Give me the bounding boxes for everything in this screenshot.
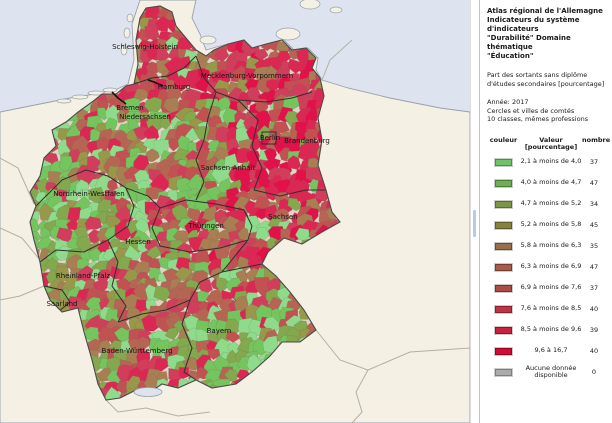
legend-color-swatch <box>495 284 512 292</box>
legend-count: 40 <box>589 305 599 313</box>
lake-constance <box>133 387 163 397</box>
legend-color-swatch <box>495 263 512 271</box>
legend-count: 39 <box>589 326 599 334</box>
legend-count: 47 <box>589 263 599 271</box>
state-label: Bayern <box>207 327 232 335</box>
state-label: Hamburg <box>158 83 190 91</box>
legend-count: 37 <box>589 158 599 166</box>
meta-level: Cercles et villes de comtés <box>487 106 575 115</box>
legend-count: 34 <box>589 200 599 208</box>
panel-title: Atlas régional de l'Allemagne Indicateur… <box>487 7 603 60</box>
map-meta: Année: 2017 Cercles et villes de comtés … <box>487 98 607 124</box>
legend-color-swatch <box>495 347 512 355</box>
legend-value-label: 8,5 à moins de 9,6 <box>520 325 582 334</box>
legend-row: 4,0 à moins de 4,7 47 <box>487 173 607 194</box>
legend-header: couleur Valeur [pourcentage] nombre <box>487 135 611 152</box>
map-panel-gutter <box>470 0 480 423</box>
state-label: Baden-Württemberg <box>101 347 172 355</box>
legend-row: 5,2 à moins de 5,8 45 <box>487 215 607 236</box>
state-label: Brandenburg <box>284 137 330 145</box>
legend-count: 0 <box>591 368 597 376</box>
legend-value-label: 5,2 à moins de 5,8 <box>520 220 582 229</box>
state-label: Niedersachsen <box>119 113 171 121</box>
state-label: Nordrhein-Westfalen <box>53 190 125 198</box>
state-label: Thüringen <box>187 222 224 230</box>
legend-color-swatch <box>495 158 512 166</box>
legend-color-swatch <box>495 305 512 313</box>
legend-row: 5,8 à moins de 6,3 35 <box>487 236 607 257</box>
legend-row: 6,9 à moins de 7,6 37 <box>487 278 607 299</box>
map-scrollbar-thumb[interactable] <box>473 210 476 237</box>
meta-classes: 10 classes, mêmes professions <box>487 115 589 123</box>
indicator-name: Part des sortants sans diplôme d'études … <box>487 71 605 88</box>
legend-color-swatch <box>495 326 512 334</box>
legend-value-label: 6,3 à moins de 6,9 <box>520 262 582 271</box>
legend-value-label: 4,7 à moins de 5,2 <box>520 199 582 208</box>
state-label: Sachsen-Anhalt <box>201 164 256 172</box>
coastal-islands <box>56 0 343 104</box>
germany-map[interactable]: Schleswig-Holstein Mecklenburg-Vorpommern… <box>0 0 470 423</box>
legend-row: 8,5 à moins de 9,6 39 <box>487 320 607 341</box>
legend-row: 7,6 à moins de 8,5 40 <box>487 299 607 320</box>
legend-value-label: 6,9 à moins de 7,6 <box>520 283 582 292</box>
legend-rows: 2,1 à moins de 4,0 37 4,0 à moins de 4,7 47… <box>487 152 607 383</box>
state-borders <box>35 55 326 381</box>
legend-color-swatch <box>495 179 512 187</box>
legend-value-label: 9,6 à 16,7 <box>534 346 568 355</box>
country-borders <box>0 39 470 423</box>
legend-row: 9,6 à 16,7 40 <box>487 341 607 362</box>
legend-value-label: 7,6 à moins de 8,5 <box>520 304 582 313</box>
meta-year: Année: 2017 <box>487 98 529 106</box>
legend-header-count: nombre <box>582 135 611 144</box>
city-leader-lines <box>111 79 164 105</box>
legend-row: 4,7 à moins de 5,2 34 <box>487 194 607 215</box>
state-label: Mecklenburg-Vorpommern <box>201 72 293 80</box>
state-label: Bremen <box>116 104 143 112</box>
legend-color-swatch <box>495 221 512 229</box>
legend-count: 45 <box>589 221 599 229</box>
state-label: Rheinland-Pfalz <box>56 272 111 280</box>
state-labels: Schleswig-Holstein Mecklenburg-Vorpommern… <box>46 43 329 355</box>
info-panel: Atlas régional de l'Allemagne Indicateur… <box>479 0 612 423</box>
legend-count: 40 <box>589 347 599 355</box>
legend-value-label: 4,0 à moins de 4,7 <box>520 178 582 187</box>
legend-value-label: 2,1 à moins de 4,0 <box>520 157 582 166</box>
legend-row: Aucune donnée disponible 0 <box>487 362 607 383</box>
legend-count: 47 <box>589 179 599 187</box>
legend-header-color: couleur <box>489 135 518 144</box>
legend-count: 37 <box>589 284 599 292</box>
state-label: Sachsen <box>268 213 297 221</box>
state-label: Schleswig-Holstein <box>112 43 178 51</box>
state-label: Saarland <box>46 300 77 308</box>
legend-color-swatch <box>495 242 512 250</box>
legend-value-label: 5,8 à moins de 6,3 <box>520 241 582 250</box>
legend-count: 35 <box>589 242 599 250</box>
legend-row: 2,1 à moins de 4,0 37 <box>487 152 607 173</box>
legend-row: 6,3 à moins de 6,9 47 <box>487 257 607 278</box>
legend-value-label: Aucune donnée disponible <box>525 363 577 379</box>
legend-color-swatch <box>495 368 512 376</box>
state-label: Berlin <box>260 134 280 142</box>
state-label: Hessen <box>125 238 151 246</box>
legend: couleur Valeur [pourcentage] nombre 2,1 … <box>487 135 611 383</box>
legend-header-value: Valeur [pourcentage] <box>524 135 578 151</box>
legend-color-swatch <box>495 200 512 208</box>
germany-border <box>29 5 341 401</box>
